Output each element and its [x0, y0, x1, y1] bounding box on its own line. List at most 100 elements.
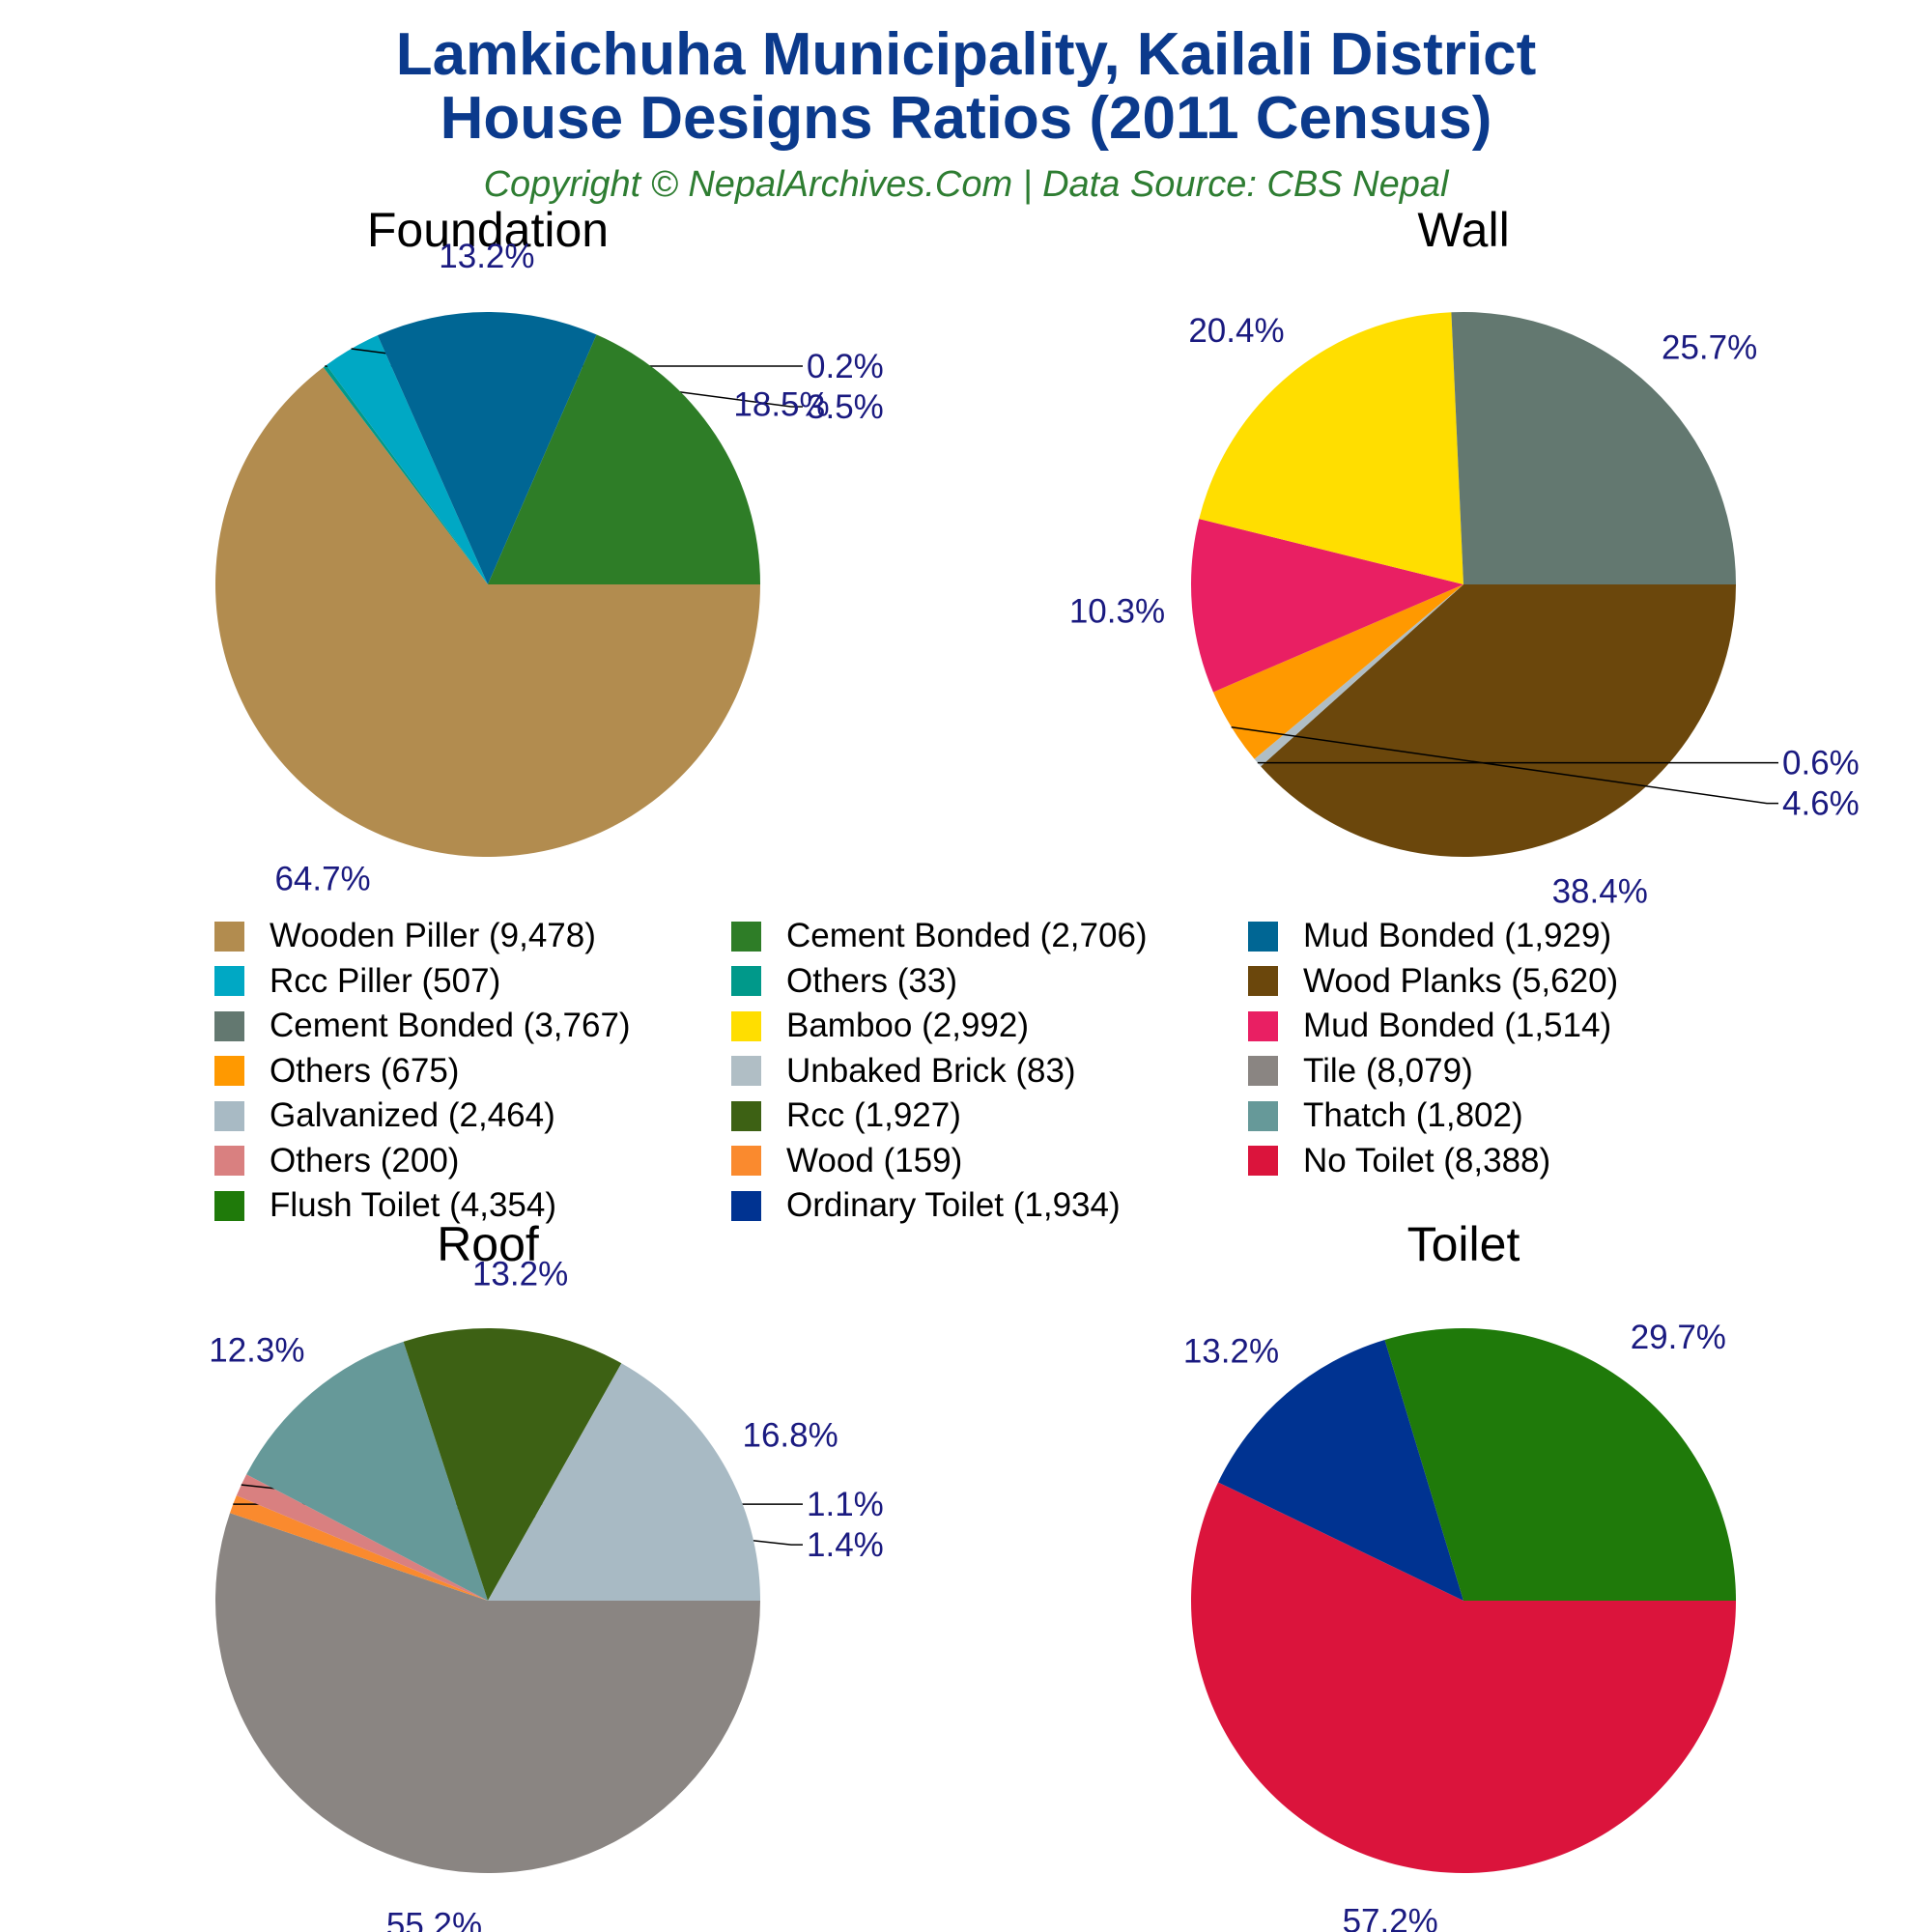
- pie-chart-toilet: Toilet 57.2% 13.2% 29.7%: [1183, 1217, 1736, 1932]
- pie-slice: [246, 1341, 488, 1601]
- legend-label: Wood Planks (5,620): [1303, 961, 1619, 1000]
- slice-percent-label: 0.6%: [1782, 745, 1860, 782]
- legend-item: Flush Toilet (4,354): [214, 1185, 556, 1226]
- pie-slice: [1451, 311, 1736, 584]
- slice-percent-label: 57.2%: [1343, 1902, 1438, 1932]
- legend-swatch: [731, 966, 761, 996]
- legend-item: Thatch (1,802): [1248, 1095, 1523, 1136]
- pie-chart-roof: Roof 55.2% 1.1%1.4% 12.3% 13.2% 16.8%: [209, 1217, 884, 1932]
- legend-item: Unbaked Brick (83): [731, 1051, 1076, 1092]
- chart-title-line-1: Lamkichuha Municipality, Kailali Distric…: [395, 21, 1537, 88]
- pie-slice: [214, 1513, 760, 1873]
- chart-title-line-2: House Designs Ratios (2011 Census): [440, 85, 1492, 152]
- pie-title: Roof: [437, 1217, 539, 1271]
- legend-swatch: [1248, 921, 1278, 952]
- legend-item: Bamboo (2,992): [731, 1006, 1029, 1046]
- legend-item: Mud Bonded (1,929): [1248, 916, 1611, 956]
- legend: Wooden Piller (9,478) Cement Bonded (2,70…: [214, 916, 1721, 1235]
- legend-item: Others (675): [214, 1051, 459, 1092]
- legend-label: Ordinary Toilet (1,934): [786, 1186, 1121, 1224]
- legend-swatch: [1248, 1146, 1278, 1176]
- pie-slice: [215, 367, 761, 857]
- slice-percent-label: 10.3%: [1069, 593, 1165, 631]
- pie-slice: [1199, 312, 1463, 584]
- pie-slice: [1218, 1340, 1463, 1601]
- slice-percent-label: 55.2%: [386, 1906, 482, 1932]
- pie-title: Wall: [1417, 203, 1509, 257]
- legend-swatch: [214, 1190, 244, 1221]
- pie-slice: [1254, 584, 1463, 767]
- legend-item: Ordinary Toilet (1,934): [731, 1185, 1121, 1226]
- label-leader-line: [1231, 725, 1778, 805]
- legend-label: Tile (8,079): [1303, 1051, 1473, 1090]
- legend-label: Rcc (1,927): [786, 1096, 961, 1134]
- pie-slice: [1212, 584, 1463, 759]
- legend-item: Mud Bonded (1,514): [1248, 1006, 1611, 1046]
- legend-label: Galvanized (2,464): [270, 1096, 555, 1134]
- legend-item: Rcc (1,927): [731, 1095, 961, 1136]
- slice-percent-label: 18.5%: [733, 386, 829, 424]
- legend-label: Flush Toilet (4,354): [270, 1186, 557, 1224]
- slice-percent-label: 3.5%: [807, 388, 884, 426]
- slice-percent-label: 4.6%: [1782, 785, 1860, 823]
- slice-percent-label: 13.2%: [472, 1256, 568, 1293]
- pie-slice: [236, 1474, 488, 1601]
- legend-label: Cement Bonded (3,767): [270, 1007, 631, 1044]
- legend-item: Wood (159): [731, 1141, 962, 1181]
- legend-swatch: [214, 1010, 244, 1041]
- copyright-subtitle: Copyright © NepalArchives.Com | Data Sou…: [483, 164, 1449, 205]
- pie-slice: [230, 1495, 488, 1601]
- slice-percent-label: 20.4%: [1188, 312, 1284, 350]
- legend-label: Rcc Piller (507): [270, 961, 501, 1000]
- legend-swatch: [1248, 1100, 1278, 1131]
- slice-percent-label: 25.7%: [1662, 328, 1757, 366]
- legend-swatch: [731, 1056, 761, 1086]
- slice-percent-label: 13.2%: [439, 238, 534, 275]
- legend-label: Thatch (1,802): [1303, 1096, 1523, 1134]
- slice-percent-label: 29.7%: [1631, 1319, 1726, 1356]
- pie-slice: [323, 364, 488, 584]
- legend-item: No Toilet (8,388): [1248, 1141, 1550, 1181]
- legend-swatch: [214, 966, 244, 996]
- pie-slice: [1384, 1328, 1736, 1601]
- legend-label: Others (33): [786, 961, 957, 1000]
- legend-label: Unbaked Brick (83): [786, 1051, 1076, 1090]
- pie-slice: [1190, 519, 1463, 693]
- pie-slice: [488, 1363, 760, 1601]
- legend-label: Wood (159): [786, 1141, 963, 1179]
- legend-item: Tile (8,079): [1248, 1051, 1473, 1092]
- legend-swatch: [214, 1056, 244, 1086]
- pie-slice: [1190, 1482, 1736, 1874]
- legend-label: Cement Bonded (2,706): [786, 917, 1148, 954]
- slice-percent-label: 1.1%: [807, 1486, 884, 1523]
- legend-label: Others (200): [270, 1141, 460, 1179]
- legend-swatch: [731, 1190, 761, 1221]
- pie-chart-foundation: Foundation 64.7% 0.2%3.5% 13.2% 18.5%: [215, 203, 884, 898]
- legend-item: Cement Bonded (3,767): [214, 1006, 631, 1046]
- legend-swatch: [731, 1146, 761, 1176]
- slice-percent-label: 1.4%: [807, 1526, 884, 1564]
- slice-percent-label: 13.2%: [1183, 1333, 1279, 1371]
- legend-swatch: [731, 1100, 761, 1131]
- pie-chart-wall: Wall 38.4% 0.6%4.6% 10.3% 20.4% 25.7%: [1069, 203, 1860, 911]
- legend-label: Others (675): [270, 1051, 460, 1090]
- pie-slice: [1261, 584, 1736, 857]
- slice-percent-label: 64.7%: [274, 861, 370, 898]
- slice-percent-label: 16.8%: [743, 1416, 838, 1454]
- legend-label: Mud Bonded (1,929): [1303, 917, 1612, 954]
- legend-swatch: [1248, 966, 1278, 996]
- legend-swatch: [214, 1100, 244, 1131]
- legend-label: Bamboo (2,992): [786, 1007, 1029, 1044]
- slice-percent-label: 12.3%: [209, 1331, 304, 1369]
- legend-label: Mud Bonded (1,514): [1303, 1007, 1612, 1044]
- legend-swatch: [731, 921, 761, 952]
- chart-header: Lamkichuha Municipality, Kailali Distric…: [0, 23, 1932, 206]
- legend-swatch: [731, 1010, 761, 1041]
- legend-item: Galvanized (2,464): [214, 1095, 555, 1136]
- pie-title: Foundation: [367, 203, 609, 257]
- slice-percent-label: 0.2%: [807, 348, 884, 385]
- legend-item: Wood Planks (5,620): [1248, 961, 1618, 1002]
- legend-swatch: [214, 921, 244, 952]
- legend-item: Others (200): [214, 1141, 459, 1181]
